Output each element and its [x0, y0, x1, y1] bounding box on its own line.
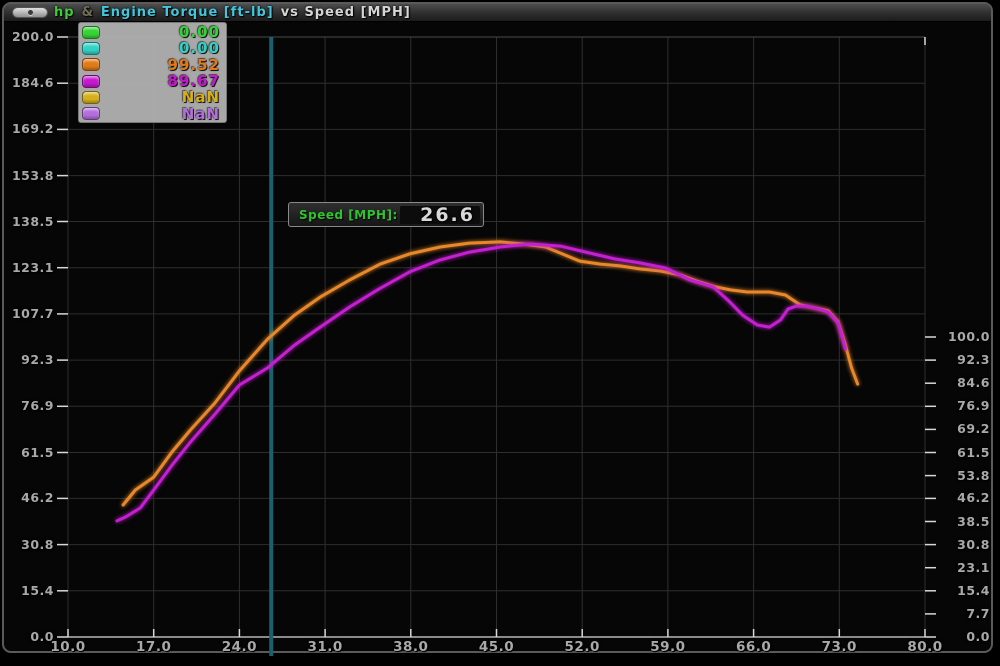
legend-row-yellow-channel[interactable]: NaN — [79, 88, 226, 107]
y-axis-right-label: 30.8 — [957, 536, 990, 552]
y-axis-left-label: 138.5 — [11, 213, 54, 229]
y-axis-left-label: 184.6 — [11, 75, 54, 91]
y-axis-right-label: 53.8 — [957, 467, 990, 483]
x-axis-label: 73.0 — [821, 639, 857, 655]
title-part: vs Speed [MPH] — [280, 5, 411, 20]
x-axis-label: 24.0 — [221, 639, 258, 655]
x-axis-label: 38.0 — [393, 639, 429, 655]
y-axis-right-label: 46.2 — [957, 490, 990, 506]
y-axis-right-label: 0.0 — [966, 629, 990, 644]
legend-row-orange-channel[interactable]: 99.52 — [79, 55, 226, 74]
legend-swatch-icon — [82, 107, 100, 121]
y-axis-right-label: 76.9 — [957, 398, 990, 414]
y-axis-left-label: 61.5 — [21, 444, 54, 460]
page-title: hp & Engine Torque [ft-lb] vs Speed [MPH] — [54, 5, 418, 20]
tooltip-value-box: 26.6 — [400, 203, 480, 226]
window-titlebar[interactable]: hp & Engine Torque [ft-lb] vs Speed [MPH] — [4, 4, 991, 22]
speed-cursor-line[interactable] — [269, 37, 274, 656]
legend-row-cyan-channel[interactable]: 0.00 — [79, 39, 226, 58]
y-axis-left-label: 107.7 — [11, 305, 54, 321]
legend-value: NaN — [181, 88, 220, 107]
x-axis-label: 80.0 — [907, 639, 943, 655]
y-axis-left-label: 169.2 — [11, 121, 54, 137]
y-axis-right-label: 7.7 — [966, 605, 990, 621]
legend-swatch-icon — [82, 90, 100, 104]
y-axis-right-label: 100.0 — [947, 329, 990, 344]
titlebar-handle-button[interactable] — [12, 7, 48, 18]
y-axis-left-label: 30.8 — [21, 536, 54, 552]
legend-swatch-icon — [82, 25, 100, 39]
x-axis-label: 17.0 — [136, 639, 172, 655]
y-axis-left-label: 200.0 — [11, 29, 54, 44]
trace-curves — [115, 240, 860, 523]
y-axis-left-label: 76.9 — [21, 398, 54, 414]
y-axis-right-label: 92.3 — [957, 352, 990, 368]
y-axis-right-label: 15.4 — [957, 582, 990, 598]
x-axis-label: 45.0 — [478, 639, 515, 655]
x-axis-label: 59.0 — [650, 639, 686, 655]
y-axis-left-label: 92.3 — [21, 352, 54, 368]
y-axis-left-label: 0.0 — [30, 629, 54, 644]
y-axis-left-label: 15.4 — [21, 582, 54, 598]
y-axis-left-label: 153.8 — [11, 167, 54, 183]
x-axis-label: 31.0 — [307, 639, 343, 655]
legend-value: 89.67 — [167, 72, 220, 91]
x-axis-label: 10.0 — [50, 639, 86, 655]
legend-panel[interactable]: 0.00 0.00 99.52 89.67 NaN NaN — [78, 22, 227, 123]
y-axis-left-label: 46.2 — [21, 490, 54, 506]
y-axis-right-label: 38.5 — [957, 513, 990, 529]
legend-swatch-icon — [82, 41, 100, 55]
legend-value: 0.00 — [178, 23, 220, 42]
legend-value: NaN — [181, 104, 220, 123]
titlebar-button-dot-icon — [27, 10, 33, 15]
legend-value: 0.00 — [178, 39, 220, 58]
grid-lines — [67, 36, 926, 638]
legend-row-purple-channel[interactable]: NaN — [79, 104, 226, 123]
title-part: hp — [54, 5, 75, 20]
legend-row-green-channel[interactable]: 0.00 — [79, 23, 226, 42]
title-part: & — [81, 5, 94, 20]
legend-row-magenta-channel[interactable]: 89.67 — [79, 72, 226, 91]
tooltip-label: Speed [MPH]: — [299, 207, 398, 222]
y-axis-right-label: 69.2 — [957, 421, 990, 437]
y-axis-right-label: 61.5 — [957, 444, 990, 460]
y-axis-right-label: 84.6 — [957, 375, 990, 391]
orange-trace — [121, 240, 860, 507]
magenta-trace — [115, 242, 847, 523]
x-axis-label: 66.0 — [735, 639, 772, 655]
y-axis-right-label: 23.1 — [957, 559, 990, 575]
y-axis-left-label: 123.1 — [11, 259, 54, 275]
x-axis-label: 52.0 — [564, 639, 600, 655]
cursor-tooltip[interactable]: Speed [MPH]: 26.6 — [288, 202, 484, 227]
title-part: Engine Torque [ft-lb] — [100, 5, 274, 20]
tooltip-value: 26.6 — [420, 203, 475, 226]
legend-value: 99.52 — [167, 55, 220, 74]
legend-swatch-icon — [82, 58, 100, 72]
legend-swatch-icon — [82, 74, 100, 88]
